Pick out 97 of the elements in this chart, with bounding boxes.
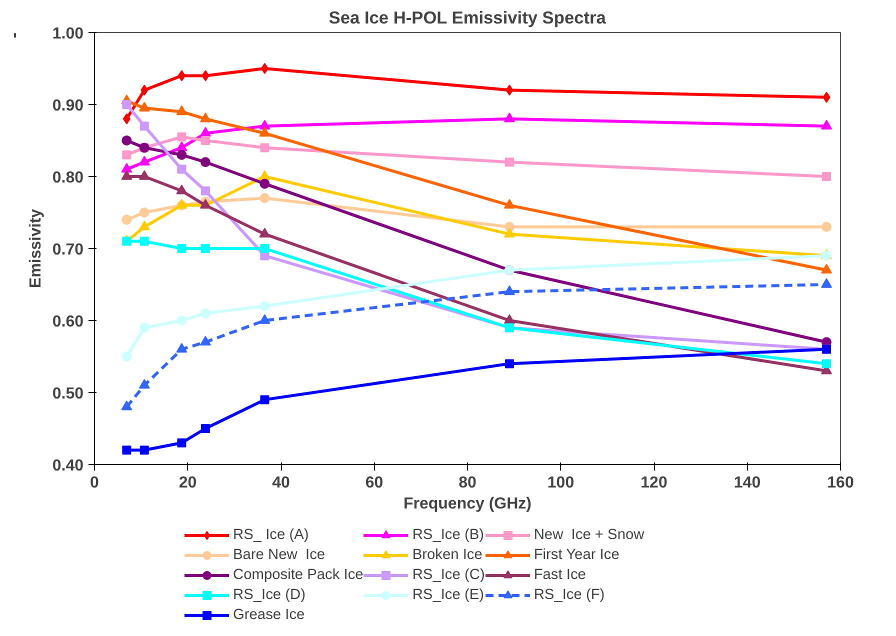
point: [138, 156, 150, 166]
legend-label: Broken Ice: [412, 547, 482, 563]
point: [200, 136, 210, 145]
point: [176, 343, 188, 353]
point: [260, 143, 270, 152]
legend-label: Grease Ice: [233, 607, 305, 623]
point: [504, 112, 515, 122]
legend-label: First Year Ice: [534, 547, 620, 563]
legend-label: RS_Ice (C): [412, 567, 485, 583]
legend-label: RS_Ice (B): [412, 527, 484, 543]
y-tick-label: 0.90: [52, 98, 84, 114]
legend-label: Composite Pack Ice: [233, 567, 364, 583]
point: [200, 157, 210, 168]
point: [138, 379, 150, 389]
point: [122, 446, 132, 455]
point: [200, 244, 210, 253]
point: [822, 222, 832, 232]
point: [259, 127, 270, 137]
point: [122, 136, 132, 146]
point: [822, 359, 832, 368]
point: [140, 236, 149, 246]
point: [138, 102, 150, 112]
point: [140, 122, 149, 131]
x-tick-label: 100: [547, 474, 574, 492]
x-tick-label: 0: [90, 474, 100, 492]
point: [259, 170, 270, 180]
legend-label: Bare New Ice: [233, 547, 326, 563]
point: [260, 63, 269, 74]
point: [176, 316, 187, 326]
point: [504, 158, 514, 167]
point: [260, 244, 270, 253]
y-tick-label: 0.80: [52, 170, 84, 186]
x-tick-label: 140: [734, 474, 761, 492]
legend-label: RS_Ice (E): [412, 587, 484, 603]
point: [200, 424, 210, 433]
point: [504, 228, 515, 238]
legend-label: RS_ Ice (A): [233, 527, 309, 543]
point: [122, 352, 132, 362]
point: [176, 150, 187, 160]
point: [259, 120, 270, 130]
chart-title: Sea Ice H-POL Emissivity Spectra: [328, 8, 606, 28]
point: [504, 359, 514, 368]
point: [122, 100, 132, 109]
point: [200, 308, 210, 318]
point: [200, 112, 211, 122]
point: [504, 285, 515, 296]
y-tick-label: 0.40: [52, 458, 84, 474]
point: [821, 278, 832, 288]
point: [140, 446, 149, 455]
legend-label: RS_Ice (F): [534, 587, 605, 603]
point: [260, 301, 270, 312]
point: [200, 336, 211, 346]
point: [138, 220, 150, 230]
point: [178, 70, 186, 82]
point: [260, 193, 270, 204]
point: [139, 322, 150, 333]
x-tick-label: 60: [365, 474, 384, 492]
point: [122, 214, 132, 225]
point: [177, 244, 186, 253]
point: [122, 113, 131, 124]
y-axis-title: Emissivity: [27, 208, 44, 288]
point: [121, 400, 132, 410]
point: [138, 170, 150, 180]
text: -: [4, 32, 24, 38]
y-tick-label: 0.70: [52, 242, 84, 258]
point: [259, 228, 270, 238]
y-tick-label: 0.50: [52, 386, 84, 402]
point: [504, 199, 515, 209]
point: [821, 264, 832, 274]
x-tick-label: 20: [178, 474, 197, 492]
point: [176, 105, 188, 116]
y-tick-label: 0.60: [52, 314, 84, 330]
point: [176, 141, 188, 152]
x-tick-label: 80: [458, 474, 476, 492]
point: [121, 170, 132, 180]
x-tick-label: 120: [640, 474, 668, 492]
legend-label: New Ice + Snow: [534, 527, 644, 543]
legend-label: RS_Ice (D): [233, 587, 306, 603]
point: [200, 127, 211, 137]
point: [260, 178, 270, 189]
point: [139, 208, 150, 218]
point: [200, 186, 210, 196]
point: [122, 150, 132, 160]
y-tick-label: 1.00: [52, 26, 84, 42]
point: [260, 395, 270, 404]
point: [177, 164, 186, 174]
point: [177, 438, 186, 448]
legend-label: Fast Ice: [534, 567, 586, 583]
point: [822, 172, 832, 181]
x-tick-label: 160: [827, 474, 854, 492]
point: [177, 132, 186, 142]
x-tick-label: 40: [272, 474, 290, 492]
x-axis-title: Frequency (GHz): [403, 496, 532, 512]
point: [821, 120, 832, 130]
point: [176, 184, 188, 194]
point: [259, 314, 270, 324]
point: [121, 163, 132, 173]
